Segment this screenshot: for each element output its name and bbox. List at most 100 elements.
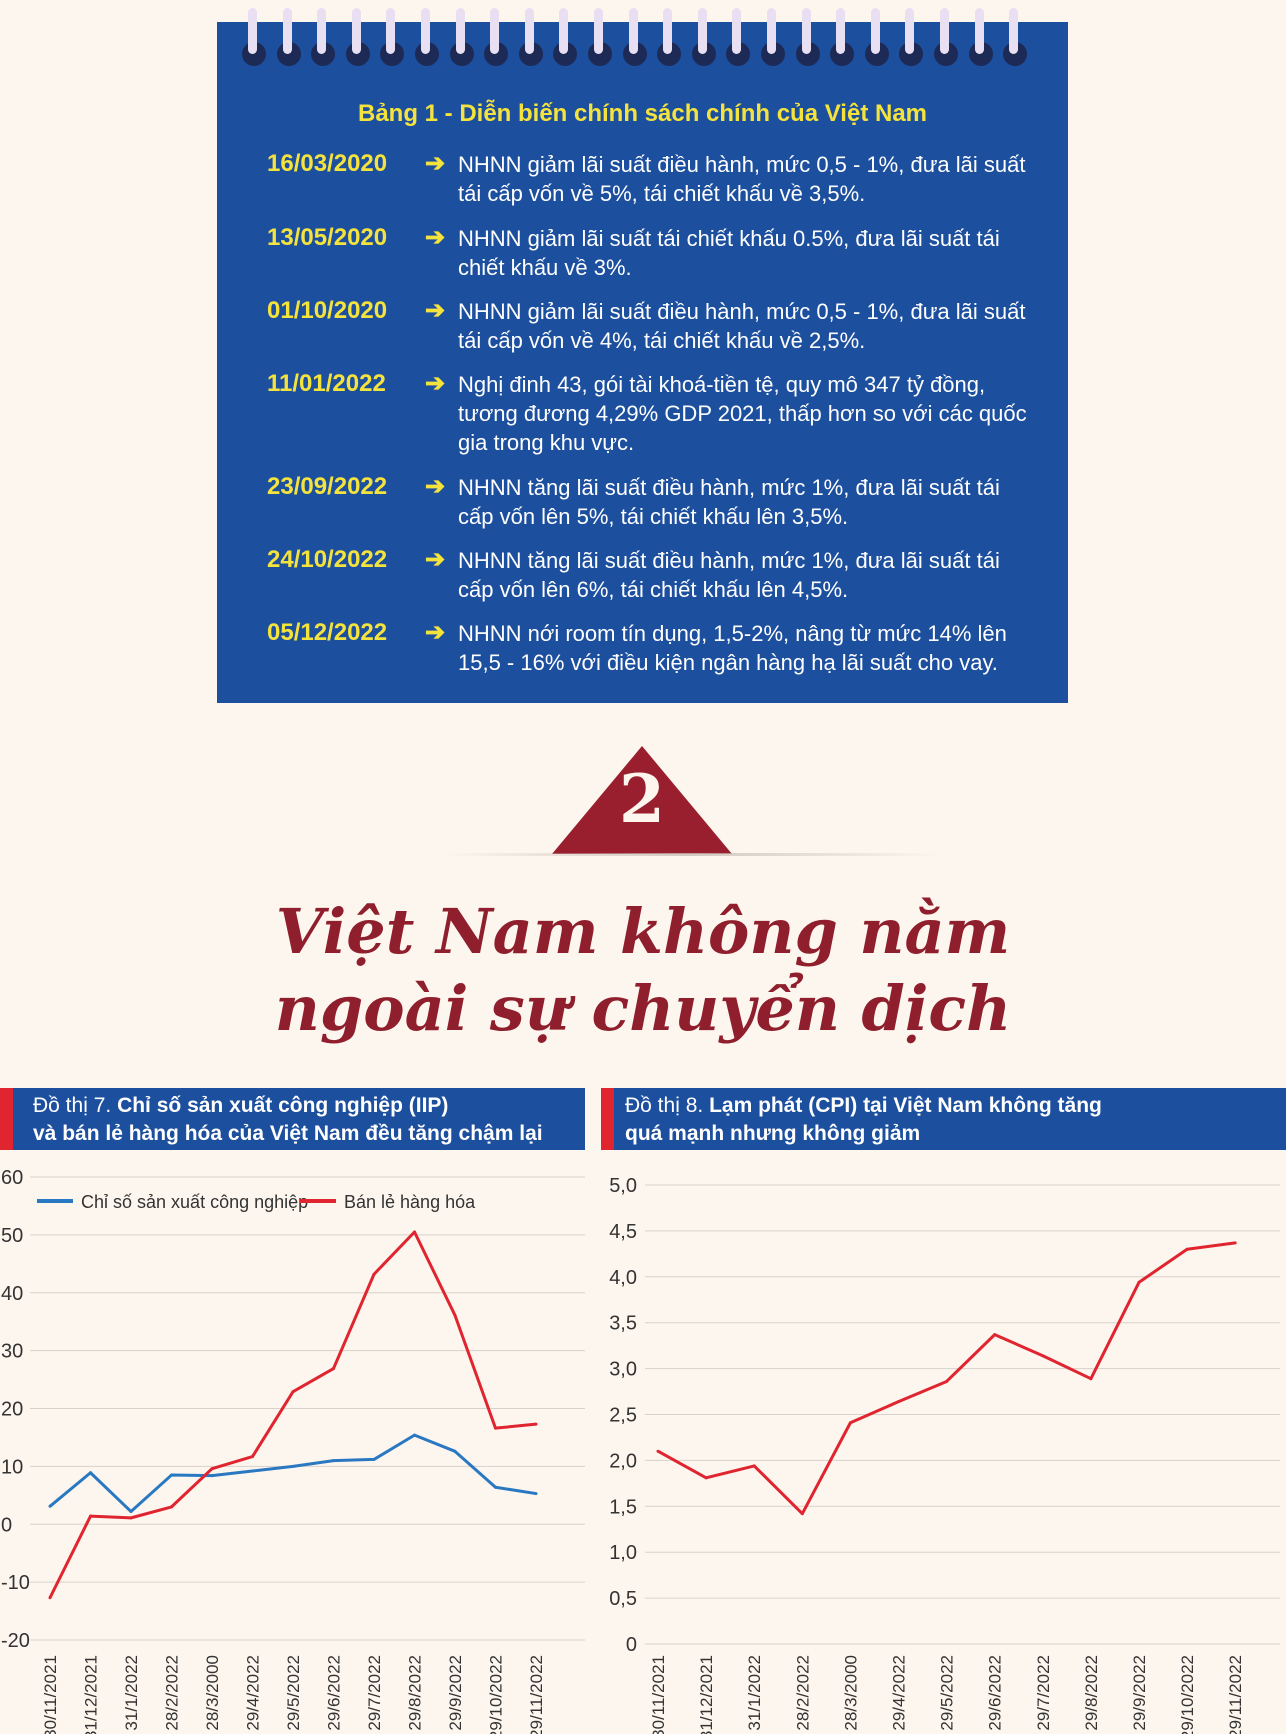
table-row: 13/05/2020 ➔ NHNN giảm lãi suất tái chiế… — [267, 224, 1047, 284]
row-date: 05/12/2022 — [267, 619, 388, 646]
ring-wire — [317, 8, 327, 54]
chart8-y-tick-label: 4,5 — [609, 1221, 637, 1243]
table-title: Bảng 1 - Diễn biến chính sách chính của … — [357, 100, 927, 127]
chart8-data-point — [752, 1464, 756, 1468]
ring-wire — [732, 8, 742, 54]
chart8-x-tick-label: 29/11/2022 — [1226, 1655, 1245, 1734]
chart7-y-tick-label: 50 — [1, 1225, 23, 1247]
section-number-triangle — [552, 746, 732, 854]
chart7-series-line — [49, 1433, 537, 1514]
chart7-legend-label: Chỉ số sản xuất công nghiệp — [81, 1192, 308, 1212]
row-text: NHNN tăng lãi suất điều hành, mức 1%, đư… — [458, 548, 1000, 602]
spiral-ring — [551, 8, 579, 66]
chart8-y-tick-label: 4,0 — [609, 1267, 637, 1289]
ring-wire — [1009, 8, 1019, 54]
spiral-ring — [275, 8, 303, 66]
title-accent-bar — [0, 1088, 13, 1150]
chart7-data-point — [89, 1514, 92, 1518]
row-date: 13/05/2020 — [267, 224, 388, 251]
chart7-data-point — [129, 1516, 133, 1520]
chart8-x-tick-label: 30/11/2021 — [649, 1655, 668, 1734]
spiral-ring — [655, 8, 683, 66]
chart7-title: Đồ thị 7. Chỉ số sản xuất công nghiệp (I… — [33, 1092, 573, 1148]
chart7-data-point — [372, 1272, 376, 1276]
spiral-ring — [344, 8, 372, 66]
arrow-right-icon: ➔ — [425, 619, 446, 646]
row-text: NHNN giảm lãi suất tái chiết khấu 0.5%, … — [458, 226, 1000, 280]
chart8-x-tick-label: 29/9/2022 — [1130, 1655, 1149, 1731]
table-row: 24/10/2022 ➔ NHNN tăng lãi suất điều hàn… — [267, 546, 1047, 606]
chart7-data-point — [332, 1459, 335, 1463]
chart8-data-point — [1089, 1377, 1093, 1381]
spiral-ring — [932, 8, 960, 66]
spiral-ring — [240, 8, 268, 66]
chart7-y-tick-label: 20 — [1, 1399, 23, 1421]
table-row: 11/01/2022 ➔ Nghị đinh 43, gói tài khoá-… — [267, 370, 1047, 460]
chart8-data-point — [897, 1400, 900, 1404]
chart8-data-point — [848, 1421, 852, 1425]
chart8-y-tick-label: 2,0 — [609, 1450, 637, 1472]
spiral-ring — [759, 8, 787, 66]
chart8-x-tick-label: 28/3/2000 — [841, 1655, 860, 1731]
spiral-ring — [794, 8, 822, 66]
chart7-title-box: Đồ thị 7. Chỉ số sản xuất công nghiệp (I… — [0, 1088, 585, 1150]
spiral-ring — [863, 8, 891, 66]
chart7-x-tick-label: 29/7/2022 — [365, 1655, 384, 1731]
arrow-right-icon: ➔ — [425, 150, 446, 177]
row-date: 24/10/2022 — [267, 546, 388, 573]
spiral-ring — [586, 8, 614, 66]
chart7-x-tick-label: 29/8/2022 — [406, 1655, 425, 1731]
chart8-x-tick-label: 29/7/2022 — [1034, 1655, 1053, 1731]
chart7-x-tick-label: 29/5/2022 — [284, 1655, 303, 1731]
chart8-x-tick-label: 29/10/2022 — [1178, 1655, 1197, 1734]
chart7-y-tick-label: -10 — [1, 1572, 30, 1594]
chart8-y-tick-label: 0,5 — [609, 1588, 637, 1610]
spiral-ring — [309, 8, 337, 66]
chart8-x-tick-label: 29/4/2022 — [890, 1655, 909, 1731]
ring-wire — [836, 8, 846, 54]
chart7-data-point — [534, 1422, 538, 1426]
chart7-data-point — [291, 1390, 295, 1394]
chart7-data-point — [453, 1449, 457, 1453]
policy-table-panel: Bảng 1 - Diễn biến chính sách chính của … — [217, 8, 1068, 703]
chart7-data-point — [494, 1485, 497, 1489]
chart7-x-tick-label: 29/11/2022 — [527, 1655, 546, 1734]
arrow-right-icon: ➔ — [425, 473, 446, 500]
chart8-title-prefix: Đồ thị 8. — [625, 1094, 704, 1117]
chart8-title-box: Đồ thị 8. Lạm phát (CPI) tại Việt Nam kh… — [601, 1088, 1286, 1150]
chart7-data-point — [291, 1464, 295, 1468]
chart8-x-tick-label: 31/12/2021 — [697, 1655, 716, 1734]
chart7-data-point — [48, 1504, 52, 1508]
chart7-data-point — [413, 1433, 416, 1437]
table-row: 01/10/2020 ➔ NHNN giảm lãi suất điều hàn… — [267, 297, 1047, 357]
chart7-series-line — [48, 1230, 537, 1599]
chart8-data-point — [945, 1379, 949, 1383]
ring-wire — [282, 8, 292, 54]
chart7-x-tick-label: 31/1/2022 — [122, 1655, 141, 1731]
chart8-data-point — [1233, 1241, 1237, 1245]
ring-wire — [455, 8, 465, 54]
row-text: Nghị đinh 43, gói tài khoá-tiền tệ, quy … — [458, 372, 1027, 455]
chart8-data-point — [1041, 1354, 1045, 1358]
title-accent-bar — [601, 1088, 614, 1150]
ring-wire — [870, 8, 880, 54]
ring-wire — [801, 8, 811, 54]
spiral-ring — [967, 8, 995, 66]
ring-wire — [594, 8, 603, 54]
chart8-series-line — [657, 1241, 1236, 1516]
chart7-data-point — [170, 1505, 173, 1509]
chart8-data-point — [1185, 1247, 1189, 1251]
ring-wire — [974, 8, 984, 54]
chart7-data-point — [453, 1313, 457, 1317]
section-headline-line1: Việt Nam không nằm — [275, 895, 1011, 968]
spiral-ring — [1001, 8, 1029, 66]
chart7-data-point — [170, 1473, 173, 1477]
chart7-data-point — [129, 1510, 133, 1514]
chart7-data-point — [332, 1367, 335, 1371]
ring-wire — [663, 8, 673, 54]
table-row: 05/12/2022 ➔ NHNN nới room tín dụng, 1,5… — [267, 619, 1047, 679]
ring-wire — [697, 8, 707, 54]
chart7-iip-retail: 60 50 40 30 20 10 0 -10 -20 30/11/2021 31/12/2021 3… — [1, 1167, 585, 1734]
chart8-x-tick-label: 29/5/2022 — [938, 1655, 957, 1731]
chart7-x-tick-label: 29/9/2022 — [446, 1655, 465, 1731]
